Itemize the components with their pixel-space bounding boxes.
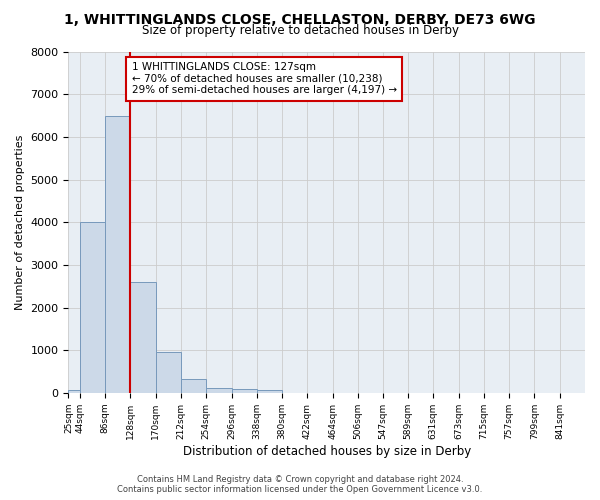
Bar xyxy=(80,222,105,393)
Bar xyxy=(68,390,80,393)
Text: 1, WHITTINGLANDS CLOSE, CHELLASTON, DERBY, DE73 6WG: 1, WHITTINGLANDS CLOSE, CHELLASTON, DERB… xyxy=(64,12,536,26)
Bar xyxy=(257,390,282,393)
Bar xyxy=(156,352,181,393)
Bar xyxy=(105,116,130,393)
Bar xyxy=(206,388,232,393)
Y-axis label: Number of detached properties: Number of detached properties xyxy=(15,134,25,310)
Bar xyxy=(130,282,156,393)
Text: Contains HM Land Registry data © Crown copyright and database right 2024.
Contai: Contains HM Land Registry data © Crown c… xyxy=(118,474,482,494)
Text: 1 WHITTINGLANDS CLOSE: 127sqm
← 70% of detached houses are smaller (10,238)
29% : 1 WHITTINGLANDS CLOSE: 127sqm ← 70% of d… xyxy=(131,62,397,96)
X-axis label: Distribution of detached houses by size in Derby: Distribution of detached houses by size … xyxy=(182,444,471,458)
Bar xyxy=(181,379,206,393)
Text: Size of property relative to detached houses in Derby: Size of property relative to detached ho… xyxy=(142,24,458,37)
Bar xyxy=(232,388,257,393)
